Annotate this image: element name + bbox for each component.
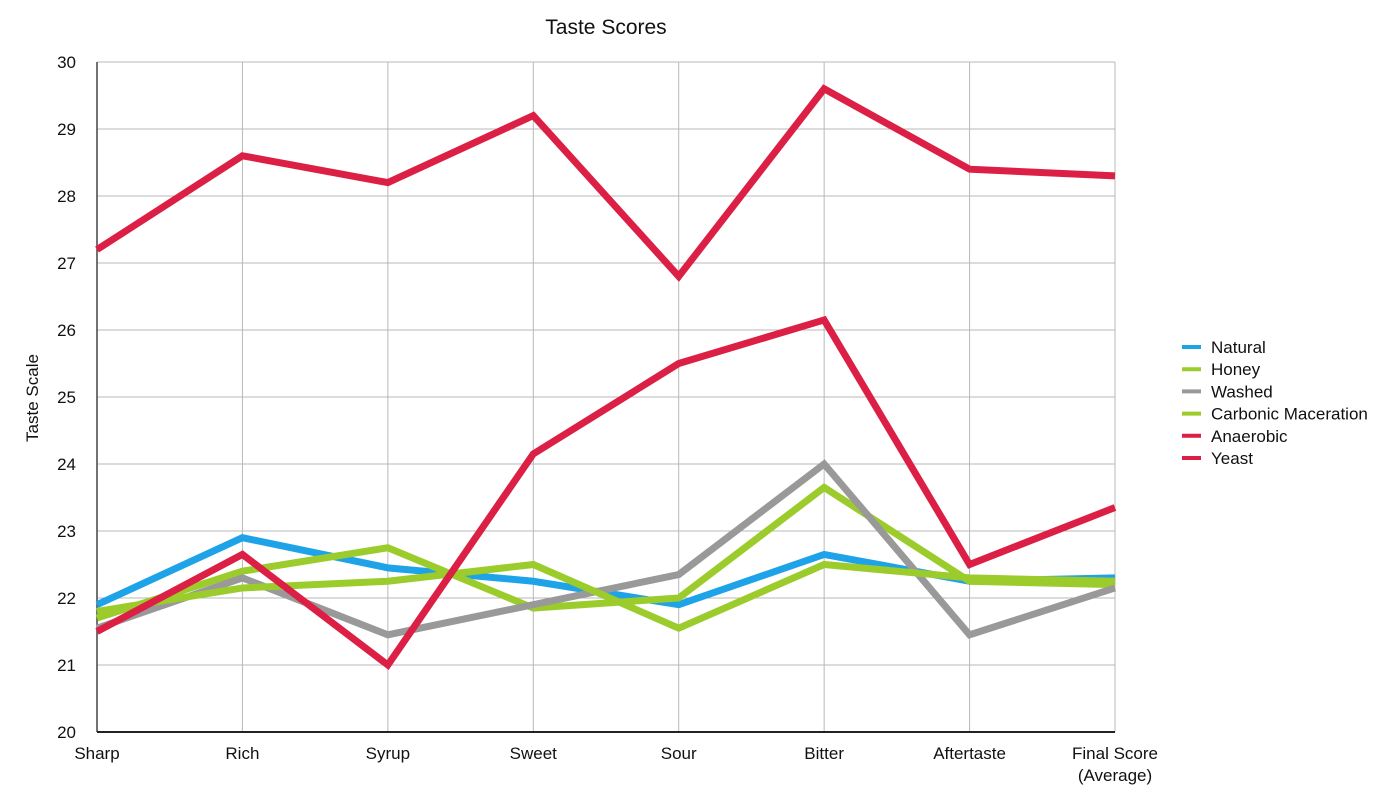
y-tick-label: 27 [57, 254, 76, 273]
series-line-honey [95, 483, 1116, 622]
y-tick-label: 24 [57, 455, 76, 474]
y-tick-label: 29 [57, 120, 76, 139]
x-tick-label: Sour [661, 744, 697, 763]
x-tick-label: Sweet [510, 744, 558, 763]
legend: Natural Honey Washed Carbonic Maceration Ana… [1182, 338, 1368, 468]
x-tick-label: Sharp [74, 744, 119, 763]
y-tick-label: 25 [57, 388, 76, 407]
gridlines [97, 61, 1116, 732]
x-tick-label: Rich [225, 744, 259, 763]
y-tick-label: 20 [57, 723, 76, 742]
y-tick-label: 21 [57, 656, 76, 675]
x-tick-label: Final Score (Average) [1072, 744, 1158, 785]
axes: 20 21 22 23 24 25 26 27 28 29 30 Sharp Rich Syrup Swee… [57, 53, 1158, 785]
chart-title: Taste Scores [545, 16, 666, 39]
legend-label: Washed [1211, 382, 1273, 401]
y-axis-label: Taste Scale [23, 354, 42, 442]
series-lines [95, 84, 1117, 671]
series-line-carbonic-maceration [96, 560, 1116, 632]
y-tick-label: 23 [57, 522, 76, 541]
legend-label: Anaerobic [1211, 427, 1288, 446]
legend-label: Carbonic Maceration [1211, 405, 1368, 424]
series-line-anaerobic [95, 315, 1117, 671]
series-line-yeast [95, 84, 1116, 282]
x-tick-label: Bitter [804, 744, 844, 763]
legend-label: Yeast [1211, 449, 1253, 468]
y-tick-label: 28 [57, 187, 76, 206]
x-tick-label: Syrup [366, 744, 410, 763]
y-tick-label: 26 [57, 321, 76, 340]
y-tick-label: 30 [57, 53, 76, 72]
x-tick-label: Aftertaste [933, 744, 1006, 763]
y-tick-label: 22 [57, 589, 76, 608]
legend-label: Natural [1211, 338, 1266, 357]
legend-label: Honey [1211, 360, 1261, 379]
